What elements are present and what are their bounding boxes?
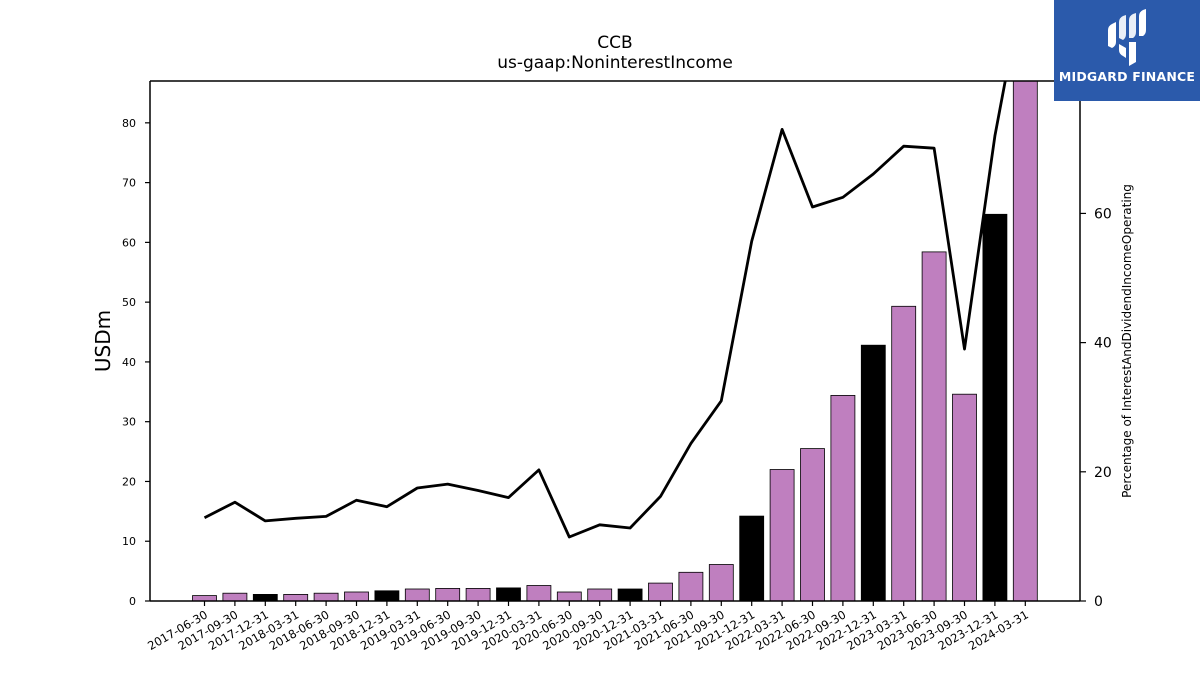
bar-2017-06-30 (192, 595, 217, 601)
bar-2020-03-31 (526, 585, 552, 601)
bar-2017-09-30 (222, 592, 248, 601)
chart-subtitle: us-gaap:NoninterestIncome (497, 53, 733, 73)
y-tick-label-right: 0 (1094, 594, 1103, 610)
bar-2022-03-31 (769, 469, 795, 601)
y-tick-label-right: 60 (1094, 206, 1112, 222)
y-axis-label-right: Percentage of InterestAndDividendIncomeO… (1120, 184, 1134, 498)
bar-2023-06-30 (921, 251, 947, 601)
bar-2020-12-31 (617, 588, 643, 601)
bar-2022-12-31 (860, 344, 886, 601)
y-tick-label-right: 40 (1094, 336, 1112, 352)
y-axis-label: USDm (91, 310, 115, 372)
bar-2022-06-30 (800, 448, 825, 601)
percentage-line (203, 81, 1007, 539)
bar-2019-06-30 (435, 588, 461, 601)
bar-2018-06-30 (313, 592, 339, 601)
bar-2022-09-30 (830, 394, 856, 601)
bar-2017-12-31 (252, 594, 278, 601)
y-tick-label-right: 20 (1094, 465, 1112, 481)
y-tick-label: 60 (122, 236, 136, 249)
y-tick-label: 0 (129, 595, 136, 608)
bar-2023-12-31 (982, 213, 1008, 601)
y-tick-label: 50 (122, 296, 136, 309)
y-tick-label: 20 (122, 475, 136, 488)
y-tick-label: 40 (122, 356, 136, 369)
bar-2019-09-30 (465, 588, 491, 601)
bar-2018-09-30 (344, 591, 369, 601)
y-tick-label: 80 (122, 117, 136, 130)
y-tick-label: 30 (122, 416, 136, 429)
chart-title: CCB (597, 33, 632, 53)
bar-2020-06-30 (556, 591, 582, 601)
bar-2019-03-31 (404, 588, 430, 601)
y-tick-label: 70 (122, 177, 136, 190)
bar-2020-09-30 (587, 588, 613, 601)
bar-2023-09-30 (952, 393, 977, 601)
y-tick-label: 10 (122, 535, 136, 548)
bar-2023-03-31 (891, 305, 917, 601)
bar-2018-03-31 (283, 594, 309, 601)
bar-2021-06-30 (678, 571, 704, 601)
logo-mark-icon (1108, 9, 1146, 66)
bar-2019-12-31 (496, 587, 521, 601)
bar-2024-03-31 (1012, 81, 1038, 601)
logo-text: MIDGARD FINANCE (1058, 69, 1196, 84)
bar-2021-09-30 (708, 564, 734, 601)
bar-2018-12-31 (374, 590, 400, 601)
bar-2021-03-31 (648, 582, 673, 601)
bar-2021-12-31 (739, 515, 765, 601)
brand-logo: MIDGARD FINANCE (1054, 0, 1200, 101)
